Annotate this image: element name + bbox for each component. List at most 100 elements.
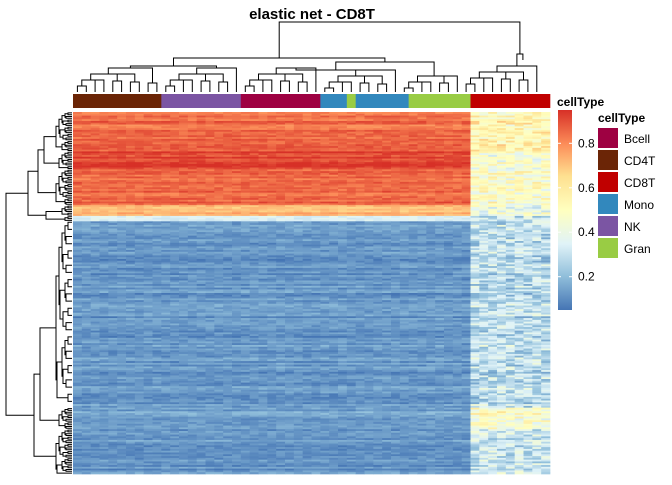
- heatmap-cell: [541, 217, 551, 220]
- heatmap-cell: [355, 237, 365, 240]
- heatmap-cell: [240, 241, 251, 244]
- heatmap-cell: [170, 224, 180, 228]
- heatmap-cell: [267, 253, 277, 256]
- heatmap-cell: [214, 187, 224, 190]
- heatmap-cell: [329, 113, 339, 116]
- heatmap-cell: [541, 140, 551, 143]
- heatmap-cell: [187, 128, 198, 131]
- heatmap-cell: [320, 246, 330, 249]
- heatmap-cell: [461, 115, 471, 118]
- heatmap-cell: [426, 156, 436, 159]
- heatmap-cell: [90, 147, 100, 150]
- heatmap-cell: [488, 128, 498, 131]
- heatmap-cell: [73, 269, 83, 272]
- heatmap-cell: [249, 185, 259, 188]
- heatmap-cell: [302, 210, 312, 213]
- heatmap-cell: [541, 172, 551, 176]
- heatmap-cell: [214, 201, 224, 204]
- heatmap-cell: [514, 153, 524, 156]
- heatmap-cell: [452, 258, 463, 262]
- heatmap-cell: [267, 205, 277, 208]
- heatmap-cell: [99, 230, 109, 233]
- heatmap-cell: [488, 249, 498, 253]
- heatmap-cell: [417, 165, 427, 168]
- heatmap-cell: [196, 142, 206, 145]
- heatmap-cell: [329, 205, 339, 208]
- heatmap-cell: [461, 242, 471, 245]
- heatmap-cell: [232, 112, 242, 115]
- heatmap-cell: [276, 140, 286, 143]
- heatmap-cell: [399, 221, 410, 224]
- heatmap-cell: [223, 257, 233, 260]
- heatmap-cell: [435, 113, 445, 116]
- heatmap-cell: [187, 190, 198, 193]
- heatmap-cell: [355, 133, 365, 136]
- heatmap-cell: [81, 212, 92, 215]
- heatmap-cell: [408, 153, 418, 156]
- heatmap-cell: [232, 180, 242, 183]
- heatmap-cell: [293, 249, 304, 253]
- heatmap-cell: [108, 189, 118, 192]
- heatmap-cell: [179, 221, 189, 224]
- heatmap-cell: [452, 162, 463, 165]
- heatmap-cell: [532, 201, 542, 204]
- heatmap-cell: [364, 112, 374, 115]
- heatmap-cell: [126, 135, 136, 138]
- heatmap-cell: [293, 203, 304, 206]
- heatmap-cell: [99, 217, 109, 220]
- heatmap-cell: [152, 228, 162, 231]
- heatmap-cell: [497, 201, 507, 204]
- heatmap-cell: [479, 258, 489, 262]
- heatmap-cell: [532, 165, 542, 168]
- heatmap-cell: [311, 226, 321, 229]
- heatmap-cell: [514, 257, 524, 260]
- heatmap-cell: [444, 117, 454, 120]
- heatmap-cell: [488, 237, 498, 240]
- heatmap-cell: [117, 156, 127, 159]
- heatmap-cell: [170, 117, 180, 120]
- heatmap-cell: [488, 219, 498, 222]
- heatmap-cell: [232, 120, 242, 124]
- heatmap-cell: [170, 178, 180, 181]
- heatmap-cell: [161, 122, 171, 125]
- heatmap-cell: [99, 249, 109, 253]
- heatmap-cell: [320, 196, 330, 199]
- heatmap-cell: [329, 260, 339, 263]
- heatmap-cell: [470, 267, 480, 271]
- heatmap-cell: [73, 241, 83, 244]
- heatmap-cell: [479, 246, 489, 249]
- heatmap-cell: [399, 208, 410, 211]
- heatmap-cell: [108, 264, 118, 267]
- heatmap-cell: [470, 187, 480, 190]
- heatmap-cell: [426, 169, 436, 172]
- heatmap-cell: [514, 255, 524, 258]
- heatmap-cell: [514, 246, 524, 249]
- heatmap-cell: [426, 246, 436, 249]
- heatmap-cell: [179, 131, 189, 134]
- heatmap-cell: [161, 117, 171, 120]
- heatmap-cell: [426, 239, 436, 242]
- heatmap-cell: [488, 196, 498, 199]
- heatmap-cell: [311, 201, 321, 204]
- heatmap-cell: [134, 260, 145, 263]
- heatmap-cell: [293, 131, 304, 134]
- heatmap-cell: [408, 169, 418, 172]
- heatmap-cell: [435, 156, 445, 159]
- heatmap-cell: [134, 151, 145, 154]
- heatmap-cell: [232, 198, 242, 201]
- heatmap-cell: [152, 248, 162, 251]
- heatmap-cell: [444, 144, 454, 147]
- heatmap-cell: [117, 181, 127, 185]
- heatmap-cell: [285, 162, 295, 165]
- heatmap-cell: [205, 187, 215, 190]
- heatmap-cell: [179, 176, 189, 179]
- heatmap-cell: [452, 171, 463, 174]
- heatmap-cell: [285, 180, 295, 183]
- heatmap-cell: [170, 228, 180, 231]
- heatmap-cell: [364, 178, 374, 181]
- heatmap-cell: [126, 178, 136, 181]
- heatmap-cell: [99, 162, 109, 165]
- heatmap-cell: [444, 244, 454, 247]
- heatmap-cell: [311, 142, 321, 145]
- heatmap-cell: [179, 241, 189, 244]
